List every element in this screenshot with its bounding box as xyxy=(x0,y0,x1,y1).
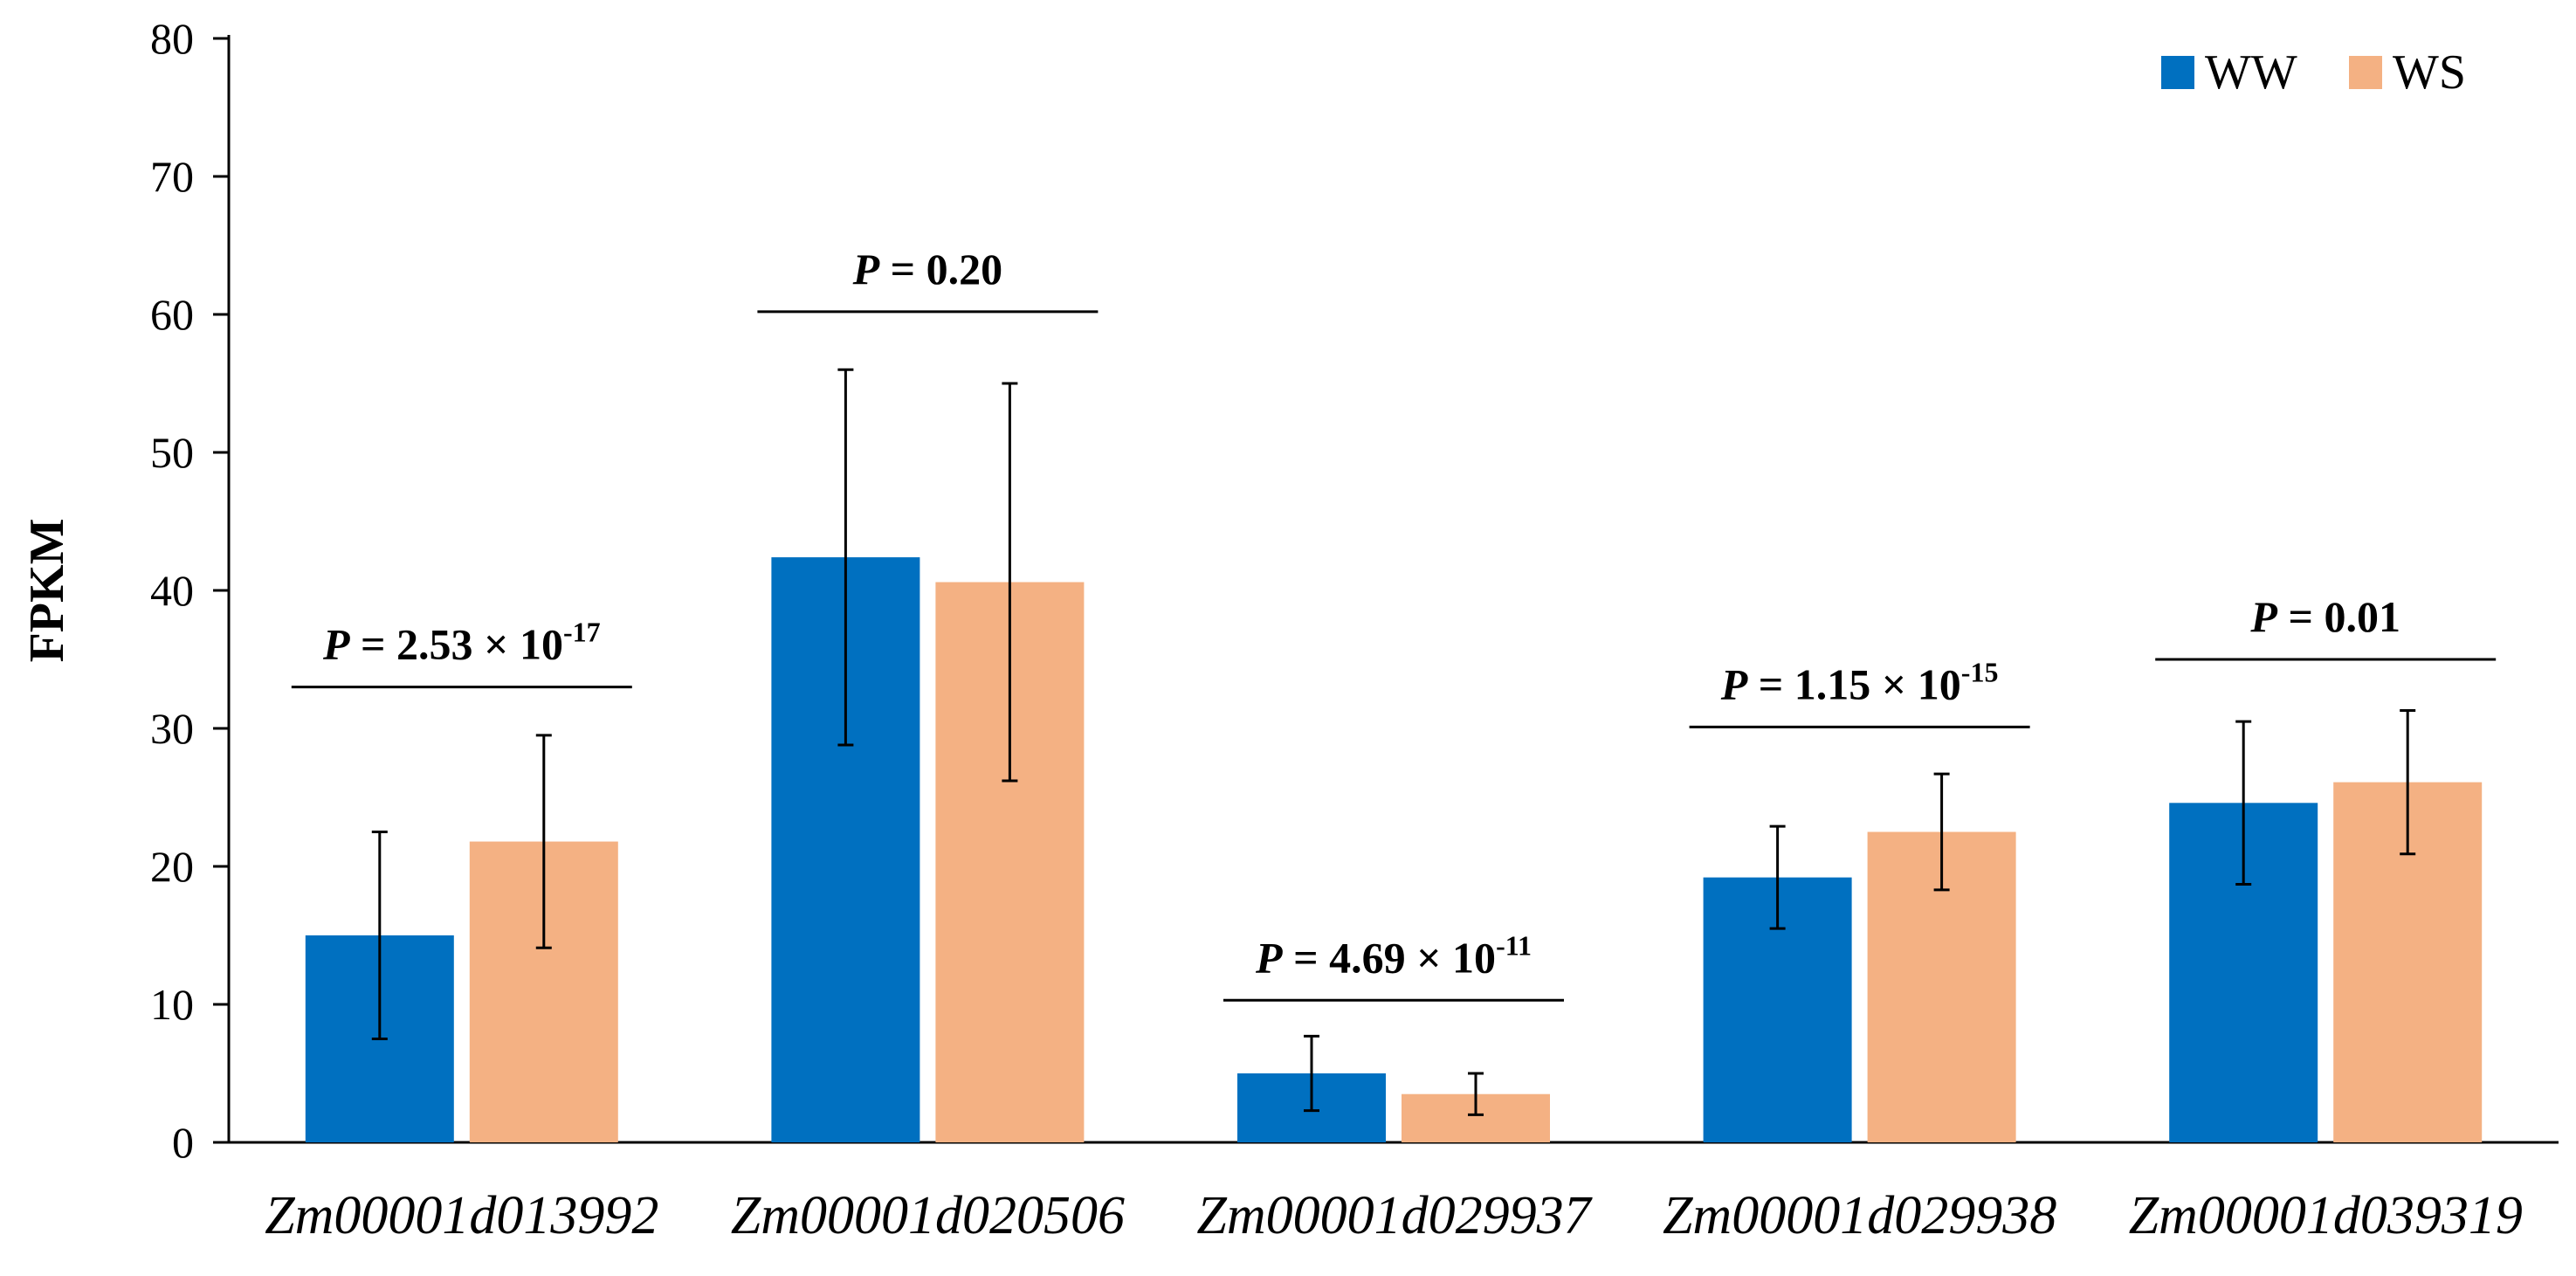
y-tick-label: 0 xyxy=(172,1118,194,1167)
x-category-label: Zm00001d029938 xyxy=(1663,1186,2056,1245)
legend-label-ww: WW xyxy=(2205,45,2297,100)
y-tick-label: 70 xyxy=(150,152,194,201)
error-bars xyxy=(371,368,2416,1116)
p-value-label: P = 2.53 × 10-17 xyxy=(322,617,601,669)
bars xyxy=(305,557,2483,1142)
p-value-annotations: P = 2.53 × 10-17 P = 0.20 P = 4.69 × 10-11… xyxy=(291,245,2497,1002)
x-category-label: Zm00001d029937 xyxy=(1196,1186,1593,1245)
y-tick-label: 80 xyxy=(150,14,194,63)
p-value-label: P = 4.69 × 10-11 xyxy=(1255,929,1532,982)
p-value-label: P = 0.01 xyxy=(2249,592,2400,641)
y-tick-label: 10 xyxy=(150,980,194,1029)
legend-swatch-ws xyxy=(2349,56,2382,89)
x-category-label: Zm00001d039319 xyxy=(2129,1186,2523,1245)
axes: 0 10 20 30 40 50 60 70 80 FPKM Zm00001d013992 Zm000… xyxy=(20,14,2559,1245)
p-value-label: P = 1.15 × 10-15 xyxy=(1720,656,1999,708)
y-tick-label: 60 xyxy=(150,290,194,339)
legend-swatch-ww xyxy=(2161,56,2194,89)
y-tick-label: 50 xyxy=(150,428,194,477)
y-tick-label: 20 xyxy=(150,842,194,891)
y-axis-title: FPKM xyxy=(20,519,74,663)
y-tick-label: 30 xyxy=(150,704,194,753)
legend: WW WS xyxy=(2161,45,2466,100)
x-category-label: Zm00001d020506 xyxy=(731,1186,1125,1245)
y-tick-label: 40 xyxy=(150,566,194,615)
legend-label-ws: WS xyxy=(2393,45,2466,100)
p-value-label: P = 0.20 xyxy=(852,245,1003,293)
x-category-label: Zm00001d013992 xyxy=(265,1186,658,1245)
